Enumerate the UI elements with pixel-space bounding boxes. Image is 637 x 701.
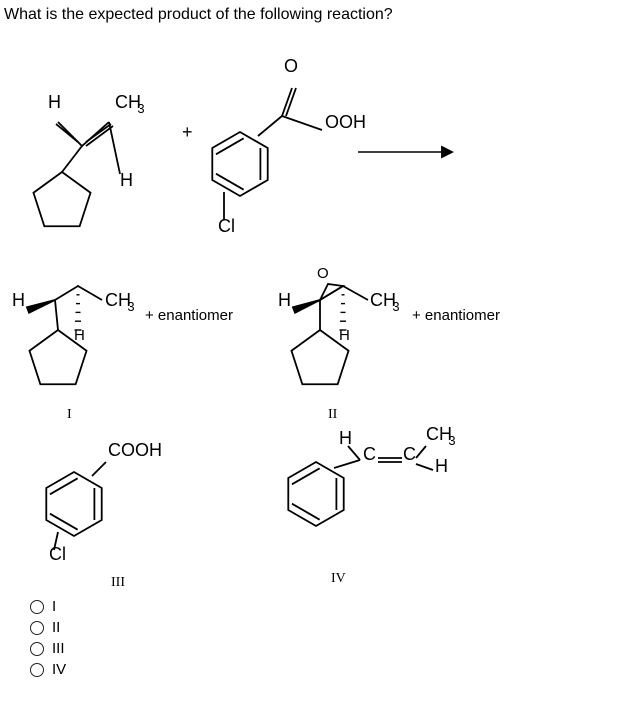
option-label: I <box>52 598 56 615</box>
option-label: II <box>52 619 60 636</box>
svg-text:H: H <box>74 327 85 344</box>
svg-text:3: 3 <box>448 433 455 448</box>
svg-text:H: H <box>435 456 448 476</box>
radio-icon[interactable] <box>30 642 44 656</box>
svg-text:IV: IV <box>331 571 346 586</box>
svg-text:II: II <box>328 407 338 422</box>
radio-icon[interactable] <box>30 663 44 677</box>
svg-text:Cl: Cl <box>49 544 66 564</box>
svg-text:H: H <box>12 290 25 310</box>
answer-options: IIIIIIIV <box>30 598 66 682</box>
svg-text:C: C <box>403 444 416 464</box>
question-text: What is the expected product of the foll… <box>4 6 393 24</box>
svg-text:3: 3 <box>137 101 144 116</box>
svg-text:H: H <box>339 428 352 448</box>
option-II[interactable]: II <box>30 619 66 636</box>
svg-text:III: III <box>111 575 125 590</box>
svg-text:H: H <box>339 327 350 344</box>
reaction-diagram: HCH3H+ClOOOHHCH3H+ enantiomerIHOCH3H+ en… <box>0 30 637 590</box>
svg-text:Cl: Cl <box>218 216 235 236</box>
option-label: IV <box>52 661 66 678</box>
option-IV[interactable]: IV <box>30 661 66 678</box>
svg-text:O: O <box>317 265 329 282</box>
svg-text:3: 3 <box>392 299 399 314</box>
svg-text:+ enantiomer: + enantiomer <box>412 307 500 324</box>
option-III[interactable]: III <box>30 640 66 657</box>
svg-text:H: H <box>278 290 291 310</box>
svg-text:H: H <box>48 92 61 112</box>
svg-text:3: 3 <box>127 299 134 314</box>
svg-text:I: I <box>67 407 72 422</box>
svg-text:OOH: OOH <box>325 112 366 132</box>
option-I[interactable]: I <box>30 598 66 615</box>
svg-text:COOH: COOH <box>108 440 162 460</box>
option-label: III <box>52 640 65 657</box>
svg-text:+: + <box>182 122 193 142</box>
svg-text:+ enantiomer: + enantiomer <box>145 307 233 324</box>
svg-text:O: O <box>284 56 298 76</box>
radio-icon[interactable] <box>30 621 44 635</box>
svg-text:H: H <box>120 170 133 190</box>
radio-icon[interactable] <box>30 600 44 614</box>
svg-text:C: C <box>363 444 376 464</box>
